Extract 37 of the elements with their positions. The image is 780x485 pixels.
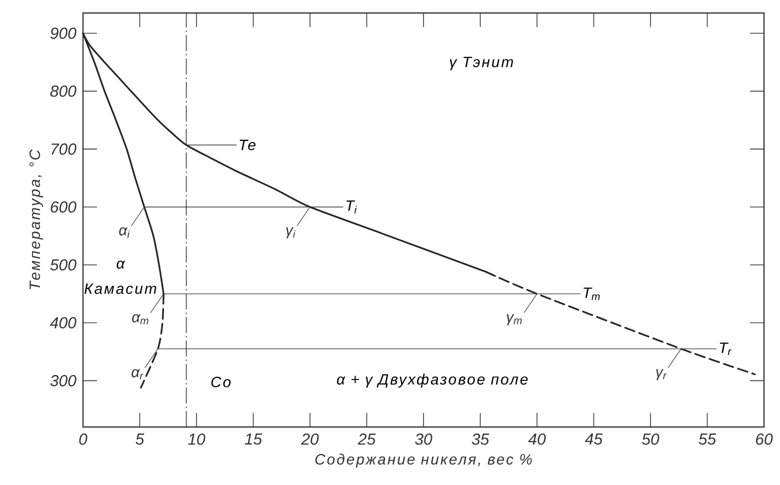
annotation: γ$_{i}$ bbox=[286, 227, 296, 238]
x-tick-label: 35 bbox=[472, 434, 490, 445]
y-tick-label: 500 bbox=[50, 259, 76, 271]
y-tick-label: 300 bbox=[50, 375, 76, 386]
x-tick-label: 45 bbox=[584, 434, 603, 445]
series-label: T$_{m}$ bbox=[584, 288, 600, 300]
x-tick-label: 10 bbox=[188, 434, 206, 445]
annotation: γ Тэнит bbox=[450, 56, 513, 70]
y-tick-label: 700 bbox=[52, 143, 76, 155]
x-tick-label: 25 bbox=[358, 434, 376, 445]
annotation: α$_{r}$ bbox=[132, 369, 144, 380]
x-tick-label: 40 bbox=[528, 434, 546, 445]
ref-line-label: Co bbox=[211, 376, 231, 388]
x-tick-label: 30 bbox=[415, 434, 432, 445]
annotation: γ$_{m}$ bbox=[506, 314, 522, 326]
series-label: Te bbox=[240, 140, 256, 150]
annotation: α + γ Двухфазовое поле bbox=[336, 374, 528, 388]
series-label: T$_{i}$ bbox=[346, 200, 357, 214]
x-tick-label: 60 bbox=[756, 434, 773, 445]
x-tick-label: 0 bbox=[79, 434, 88, 445]
x-tick-label: 55 bbox=[698, 434, 716, 445]
y-tick-label: 600 bbox=[50, 201, 76, 213]
x-axis-title: Содержание никеля, вес % bbox=[315, 454, 532, 468]
annotation: α bbox=[116, 260, 126, 269]
y-axis-title: Температура, °C bbox=[30, 149, 44, 290]
x-tick-label: 15 bbox=[244, 434, 262, 445]
y-tick-label: 900 bbox=[50, 28, 76, 39]
series-label: T$_{r}$ bbox=[720, 342, 732, 356]
annotation: α$_{m}$ bbox=[132, 314, 148, 324]
y-tick-label: 800 bbox=[50, 86, 76, 97]
annotation: γ$_{r}$ bbox=[656, 369, 667, 380]
annotation: Камасит bbox=[84, 284, 156, 294]
annotation: α$_{i}$ bbox=[119, 227, 130, 238]
y-tick-label: 400 bbox=[50, 317, 76, 328]
x-tick-label: 5 bbox=[136, 434, 144, 445]
x-tick-label: 50 bbox=[642, 434, 660, 445]
x-tick-label: 20 bbox=[301, 434, 319, 445]
